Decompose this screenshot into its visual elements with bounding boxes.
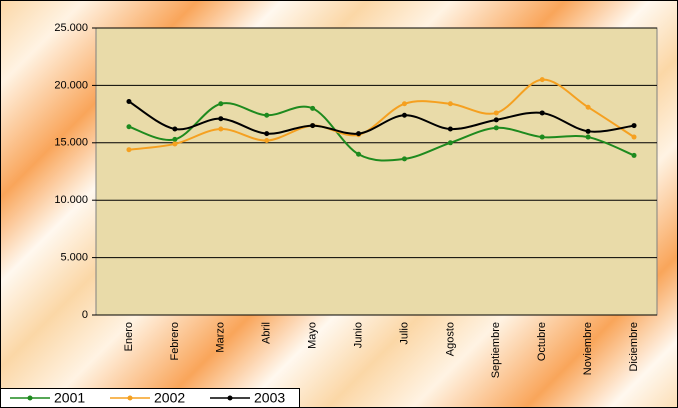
point	[539, 77, 545, 83]
y-tick-label: 25.000	[54, 22, 88, 34]
point	[126, 98, 132, 104]
point	[539, 110, 545, 116]
point	[401, 101, 407, 107]
point	[585, 104, 591, 110]
legend-label: 2001	[54, 390, 85, 406]
point	[218, 101, 224, 107]
point	[264, 131, 270, 137]
x-tick-label: Agosto	[444, 322, 456, 356]
point	[401, 112, 407, 118]
point	[172, 141, 178, 147]
point	[493, 110, 499, 116]
point	[631, 123, 637, 129]
x-tick-label: Junio	[352, 322, 364, 348]
series-line	[128, 102, 635, 162]
y-tick-label: 20.000	[54, 79, 88, 91]
point	[310, 105, 316, 111]
point	[493, 125, 499, 131]
point	[631, 152, 637, 158]
plot-area	[95, 27, 658, 316]
x-tick-label: Noviembre	[582, 322, 594, 375]
legend-label: 2002	[154, 390, 185, 406]
point	[447, 140, 453, 146]
point	[447, 101, 453, 107]
y-tick-label: 0	[82, 309, 88, 321]
x-tick-label: Abril	[261, 322, 273, 344]
point	[172, 126, 178, 132]
point	[218, 116, 224, 122]
point	[264, 112, 270, 118]
point	[172, 136, 178, 142]
x-tick-label: Enero	[123, 322, 135, 351]
x-tick-label: Septiembre	[490, 322, 502, 378]
y-tick-label: 15.000	[54, 137, 88, 149]
x-tick-label: Diciembre	[628, 322, 640, 372]
point	[126, 124, 132, 130]
point	[493, 117, 499, 123]
point	[585, 134, 591, 140]
legend-marker	[227, 395, 233, 401]
legend-marker	[27, 395, 33, 401]
point	[585, 128, 591, 134]
y-tick-label: 5.000	[60, 252, 88, 264]
point	[356, 151, 362, 157]
point	[401, 156, 407, 162]
point	[126, 147, 132, 153]
point	[218, 126, 224, 132]
series-line	[128, 100, 635, 135]
point	[447, 126, 453, 132]
legend-marker	[127, 395, 133, 401]
legend: 2001 2002 2003	[0, 388, 300, 408]
point	[310, 123, 316, 129]
point	[631, 134, 637, 140]
x-tick-label: Mayo	[307, 322, 319, 349]
point	[539, 134, 545, 140]
y-tick-label: 10.000	[54, 194, 88, 206]
x-tick-label: Octubre	[536, 322, 548, 361]
x-tick-label: Julio	[398, 322, 410, 345]
point	[356, 131, 362, 137]
point	[264, 138, 270, 144]
legend-label: 2003	[254, 390, 285, 406]
series-line	[128, 78, 635, 151]
x-tick-label: Marzo	[215, 322, 227, 353]
x-tick-label: Febrero	[169, 322, 181, 361]
